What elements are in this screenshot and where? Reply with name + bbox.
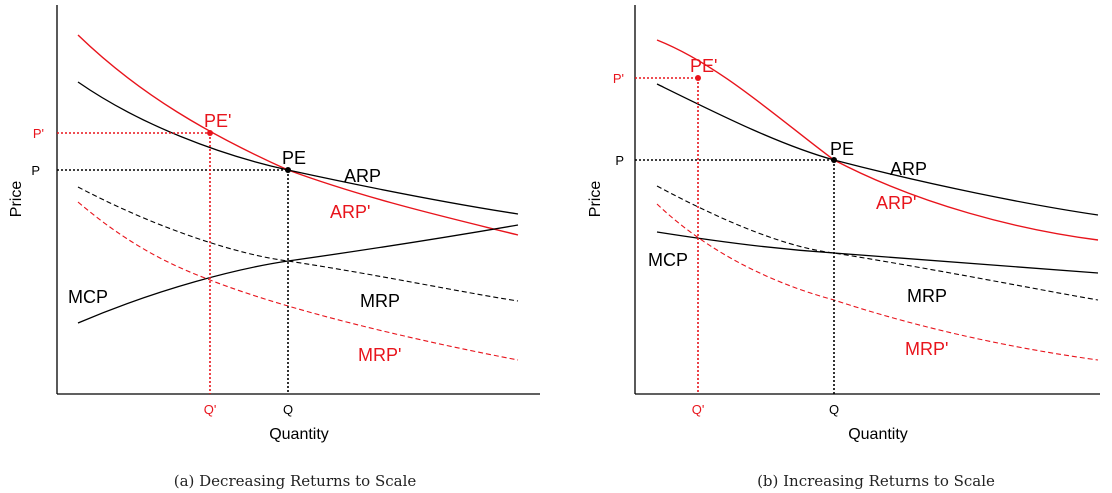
panel-b-pe-prime-label: PE'	[690, 56, 717, 76]
panel-b-caption: (b) Increasing Returns to Scale	[757, 472, 995, 490]
panel-a-mcp-label: MCP	[68, 287, 108, 307]
panel-a-q-tick: Q	[283, 402, 293, 417]
panel-b-mcp-curve	[656, 231, 1099, 274]
panel-a-y-axis-label: Price	[8, 181, 25, 218]
panel-b-y-axis-label: Price	[587, 181, 604, 218]
panel-a-mrp-prime-label: MRP'	[358, 345, 401, 365]
panel-b-mrp-prime-curve	[656, 203, 1099, 361]
panel-b-pe-prime-point	[695, 75, 701, 81]
panel-a-mrp-prime-curve	[77, 201, 519, 361]
panel-b-q-tick: Q	[829, 402, 839, 417]
panel-a-p-tick: P	[31, 163, 40, 178]
panel-a: PE PE' ARP ARP' MCP MRP MRP' P P' Q Q' Q…	[8, 5, 540, 490]
panel-a-arp-prime-curve	[77, 34, 519, 236]
panel-a-pe-point	[285, 167, 291, 173]
panel-a-pe-prime-point	[207, 130, 213, 136]
panel-b-pe-point	[831, 157, 837, 163]
panel-a-p-prime-tick: P'	[33, 126, 44, 141]
panel-a-mcp-curve	[77, 224, 519, 324]
panel-b-x-axis-label: Quantity	[848, 426, 908, 443]
panel-b-mcp-label: MCP	[648, 250, 688, 270]
panel-b-p-prime-tick: P'	[613, 71, 624, 86]
panel-a-mrp-curve	[77, 186, 519, 302]
panel-a-pe-prime-label: PE'	[204, 111, 231, 131]
panel-a-x-axis-label: Quantity	[269, 426, 329, 443]
panel-b-mrp-prime-label: MRP'	[905, 339, 948, 359]
panel-b-p-tick: P	[615, 153, 624, 168]
panel-a-arp-prime-label: ARP'	[330, 202, 370, 222]
panel-b-arp-curve	[656, 83, 1099, 216]
panel-b-q-prime-tick: Q'	[692, 402, 705, 417]
panel-b-mrp-label: MRP	[907, 286, 947, 306]
panel-a-mrp-label: MRP	[360, 291, 400, 311]
panel-a-pe-label: PE	[282, 148, 306, 168]
panel-b-arp-label: ARP	[890, 159, 927, 179]
panel-a-q-prime-tick: Q'	[204, 402, 217, 417]
panel-a-caption: (a) Decreasing Returns to Scale	[174, 472, 417, 490]
panel-b-arp-prime-label: ARP'	[876, 193, 916, 213]
panel-b: PE PE' ARP ARP' MCP MRP MRP' P P' Q Q' Q…	[587, 5, 1100, 490]
panel-b-pe-label: PE	[830, 139, 854, 159]
panel-a-arp-label: ARP	[344, 166, 381, 186]
